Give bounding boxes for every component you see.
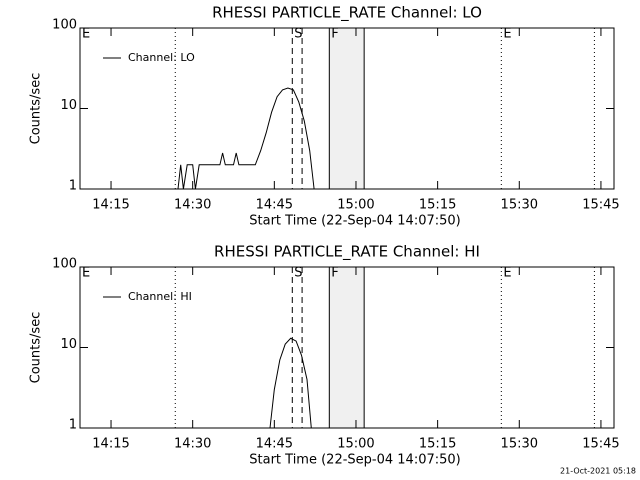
x-tick-label: 14:30 — [174, 198, 211, 213]
event-label: E — [503, 27, 511, 42]
event-label: E — [82, 27, 90, 42]
x-tick-label: 15:15 — [419, 437, 456, 452]
x-tick-label: 14:15 — [92, 437, 129, 452]
data-line — [177, 87, 315, 190]
x-tick-label: 14:30 — [174, 437, 211, 452]
event-label: S — [294, 27, 302, 42]
y-tick-label: 10 — [60, 337, 77, 352]
event-label: S — [294, 266, 302, 281]
y-tick-label: 100 — [52, 257, 77, 272]
event-label: F — [331, 266, 338, 281]
y-axis-label: Counts/sec — [29, 73, 44, 145]
x-tick-label: 15:00 — [337, 198, 374, 213]
event-label: F — [331, 27, 338, 42]
y-tick-label: 1 — [69, 418, 77, 433]
shaded-interval — [329, 28, 365, 189]
chart-title: RHESSI PARTICLE_RATE Channel: LO — [212, 4, 482, 23]
y-tick-label: 10 — [60, 98, 77, 113]
y-axis-label: Counts/sec — [29, 312, 44, 384]
shaded-interval — [329, 267, 365, 428]
event-label: E — [503, 266, 511, 281]
x-tick-label: 14:45 — [256, 198, 293, 213]
x-axis-label: Start Time (22-Sep-04 14:07:50) — [249, 214, 460, 229]
event-label: E — [82, 266, 90, 281]
x-tick-label: 15:45 — [582, 198, 619, 213]
data-line — [269, 337, 312, 429]
x-tick-label: 14:45 — [256, 437, 293, 452]
timestamp: 21-Oct-2021 05:18 — [560, 467, 636, 476]
y-tick-label: 100 — [52, 18, 77, 33]
x-tick-label: 15:45 — [582, 437, 619, 452]
legend-label: Channel: LO — [128, 51, 195, 64]
x-tick-label: 14:15 — [92, 198, 129, 213]
x-tick-label: 15:30 — [501, 198, 538, 213]
y-tick-label: 1 — [69, 179, 77, 194]
x-tick-label: 15:30 — [501, 437, 538, 452]
chart-title: RHESSI PARTICLE_RATE Channel: HI — [214, 243, 480, 262]
legend-label: Channel: HI — [128, 290, 192, 303]
x-axis-label: Start Time (22-Sep-04 14:07:50) — [249, 453, 460, 468]
x-tick-label: 15:15 — [419, 198, 456, 213]
x-tick-label: 15:00 — [337, 437, 374, 452]
